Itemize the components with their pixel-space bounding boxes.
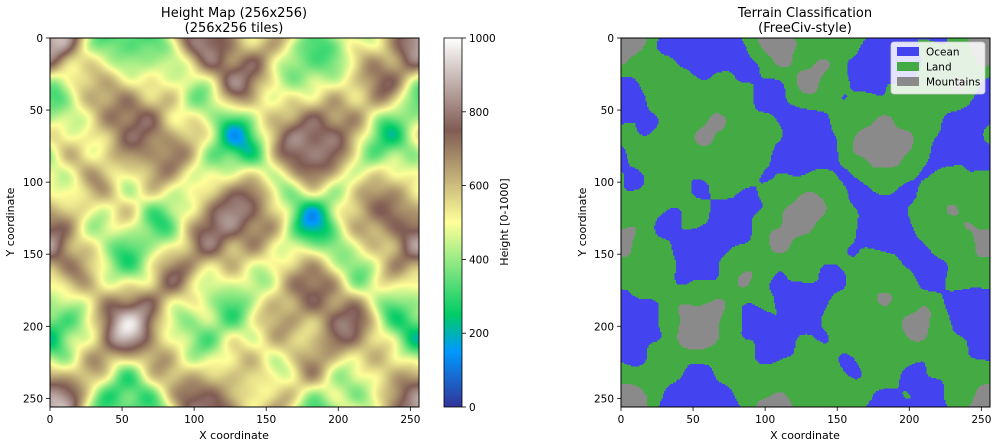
terrain-classification-panel: Terrain Classification (FreeCiv-style) 0…: [576, 6, 991, 442]
terrain-subtitle: (FreeCiv-style): [758, 21, 852, 36]
terrain-frame: [620, 37, 991, 408]
legend-swatch-land: [897, 62, 919, 71]
colorbar-tick-label: 1000: [469, 33, 496, 45]
colorbar-tick-label: 0: [469, 402, 476, 414]
terrain-xtick-label: 250: [971, 414, 991, 426]
height-map-panel: Height Map (256x256) (256x256 tiles) 0 50…: [4, 6, 420, 442]
height-map-frame: [49, 37, 420, 408]
terrain-ytick-label: 250: [594, 393, 614, 405]
colorbar-tick-label: 600: [469, 181, 489, 193]
terrain-ytick-label: 0: [607, 33, 614, 45]
height-map-xtick-label: 150: [256, 414, 276, 426]
terrain-ylabel: Y coordinate: [576, 187, 589, 257]
terrain-xtick-label: 100: [755, 414, 775, 426]
height-map-xtick-label: 250: [400, 414, 420, 426]
height-map-subtitle: (256x256 tiles): [185, 21, 284, 36]
height-map-image: [50, 38, 419, 407]
terrain-xlabel: X coordinate: [770, 429, 840, 442]
terrain-ytick-label: 50: [601, 105, 614, 117]
height-map-title: Height Map (256x256): [161, 6, 307, 21]
height-map-xlabel: X coordinate: [199, 429, 269, 442]
height-map-ytick-label: 150: [23, 249, 43, 261]
height-map-x-axis: 0 50 100 150 200 250: [47, 407, 420, 426]
height-map-xtick-label: 200: [328, 414, 348, 426]
colorbar-ticks: 0 200 400 600 800 1000: [462, 33, 496, 414]
terrain-xtick-label: 200: [899, 414, 919, 426]
colorbar-label: Height [0-1000]: [498, 178, 511, 265]
colorbar-tick-label: 800: [469, 107, 489, 119]
height-map-ytick-label: 50: [30, 105, 43, 117]
terrain-xtick-label: 50: [686, 414, 699, 426]
height-map-y-axis: 0 50 100 150 200 250: [23, 33, 50, 405]
legend-label-land: Land: [926, 62, 952, 74]
terrain-y-axis: 0 50 100 150 200 250: [594, 33, 621, 405]
terrain-image: [621, 38, 990, 407]
terrain-x-axis: 0 50 100 150 200 250: [618, 407, 991, 426]
legend-label-mountains: Mountains: [926, 77, 980, 89]
height-map-ytick-label: 250: [23, 393, 43, 405]
height-map-ytick-label: 100: [23, 177, 43, 189]
colorbar-gradient: [443, 37, 463, 408]
legend-swatch-mountains: [897, 77, 919, 86]
height-map-xtick-label: 0: [47, 414, 54, 426]
terrain-xtick-label: 150: [827, 414, 847, 426]
terrain-ytick-label: 100: [594, 177, 614, 189]
height-map-ytick-label: 0: [36, 33, 43, 45]
colorbar-tick-label: 400: [469, 254, 489, 266]
colorbar: 0 200 400 600 800 1000 Height [0-1000]: [443, 33, 511, 414]
height-map-xtick-label: 50: [115, 414, 128, 426]
height-map-ylabel: Y coordinate: [4, 187, 17, 257]
terrain-xtick-label: 0: [618, 414, 625, 426]
terrain-title: Terrain Classification: [737, 6, 872, 21]
terrain-legend: Ocean Land Mountains: [890, 41, 986, 95]
terrain-ytick-label: 200: [594, 321, 614, 333]
colorbar-tick-label: 200: [469, 328, 489, 340]
legend-swatch-ocean: [897, 47, 919, 56]
terrain-ytick-label: 150: [594, 249, 614, 261]
height-map-ytick-label: 200: [23, 321, 43, 333]
height-map-xtick-label: 100: [184, 414, 204, 426]
legend-label-ocean: Ocean: [926, 47, 960, 59]
